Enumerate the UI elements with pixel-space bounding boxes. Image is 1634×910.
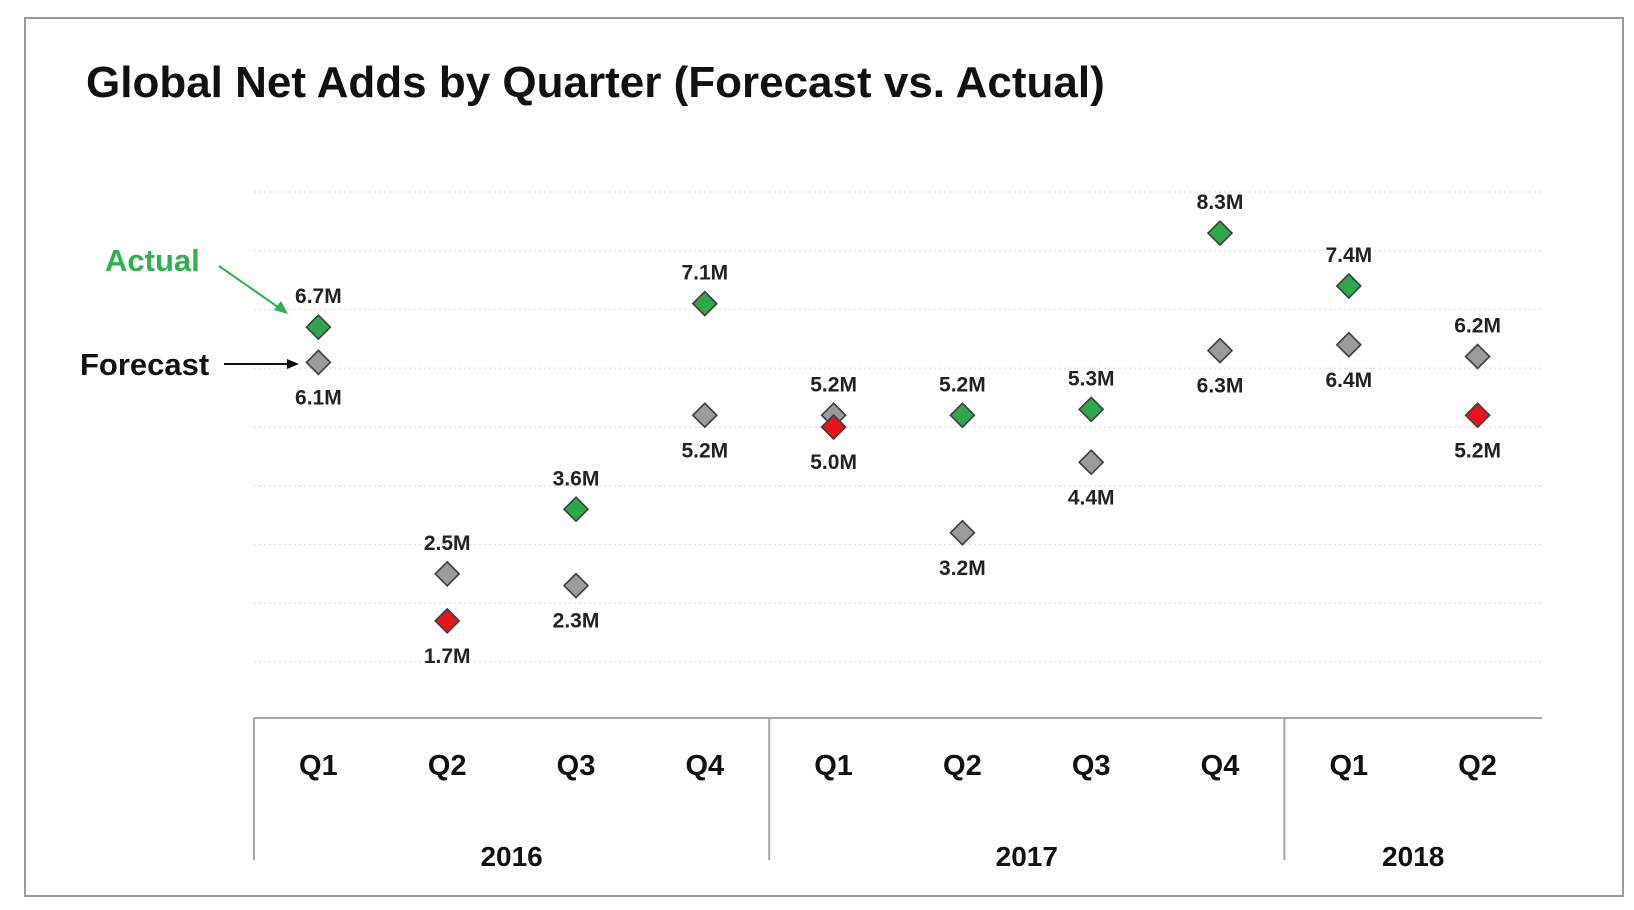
legend-actual-arrow [218, 265, 286, 313]
actual-value-label: 3.6M [553, 467, 600, 490]
actual-point [820, 413, 847, 441]
actual-value-label: 5.2M [939, 373, 986, 396]
actual-value-label: 5.2M [1454, 439, 1501, 462]
legend-actual-label: Actual [105, 243, 200, 278]
year-label: 2017 [996, 841, 1058, 872]
data-points: 6.1M 6.7M 2.5M 1.7M 2.3M 3.6M 5.2M 7.1M 5.2M 5.0M… [295, 191, 1501, 668]
forecast-value-label: 4.4M [1068, 486, 1115, 509]
forecast-point [305, 349, 332, 376]
actual-point [305, 313, 332, 341]
forecast-point [691, 402, 718, 429]
actual-value-label: 8.3M [1197, 191, 1244, 214]
forecast-point [434, 560, 461, 588]
x-tick-label: Q2 [943, 750, 982, 782]
year-label: 2016 [480, 841, 542, 872]
forecast-point [1335, 331, 1362, 358]
actual-point [691, 290, 718, 317]
actual-value-label: 6.7M [295, 285, 342, 308]
x-tick-label: Q4 [1201, 750, 1240, 782]
legend-forecast-arrowhead [287, 359, 299, 369]
forecast-value-label: 2.5M [424, 532, 471, 555]
forecast-value-label: 2.3M [553, 610, 600, 633]
x-tick-label: Q4 [685, 750, 724, 782]
forecast-point [562, 572, 590, 599]
forecast-value-label: 3.2M [939, 557, 986, 580]
legend: Actual Forecast [80, 243, 299, 382]
forecast-point [1078, 449, 1105, 476]
forecast-value-label: 6.2M [1454, 315, 1501, 338]
forecast-point [1206, 337, 1234, 364]
x-tick-label: Q3 [1072, 750, 1111, 782]
x-tick-label: Q1 [814, 750, 853, 782]
chart-title: Global Net Adds by Quarter (Forecast vs.… [86, 58, 1105, 107]
x-tick-label: Q2 [428, 750, 467, 782]
x-tick-label: Q1 [299, 750, 338, 782]
actual-point [562, 496, 590, 523]
forecast-value-label: 6.1M [295, 386, 342, 409]
actual-point [434, 607, 461, 635]
x-tick-label: Q1 [1329, 750, 1368, 782]
actual-point [1078, 396, 1105, 423]
forecast-point [1464, 343, 1491, 370]
year-label: 2018 [1382, 841, 1444, 872]
forecast-value-label: 6.4M [1325, 369, 1372, 392]
legend-forecast-label: Forecast [80, 347, 209, 382]
forecast-value-label: 6.3M [1197, 375, 1244, 398]
actual-point [1335, 272, 1362, 300]
actual-point [949, 402, 976, 429]
actual-value-label: 7.4M [1325, 244, 1372, 267]
actual-value-label: 5.0M [810, 451, 857, 474]
x-tick-label: Q3 [557, 750, 596, 782]
actual-point [1206, 219, 1234, 247]
actual-value-label: 5.3M [1068, 367, 1115, 390]
actual-value-label: 7.1M [681, 262, 728, 285]
legend-actual-arrowhead [274, 301, 288, 314]
chart-frame [24, 17, 1624, 897]
x-axis: Q1 Q2 Q3 Q4 Q1 Q2 Q3 Q4 Q1 Q2 2016 2017 2018 [253, 717, 1542, 872]
forecast-point [949, 519, 976, 546]
x-tick-label: Q2 [1458, 750, 1497, 782]
forecast-value-label: 5.2M [681, 439, 728, 462]
actual-point [1464, 402, 1491, 429]
forecast-value-label: 5.2M [810, 373, 857, 396]
actual-value-label: 1.7M [424, 645, 471, 668]
